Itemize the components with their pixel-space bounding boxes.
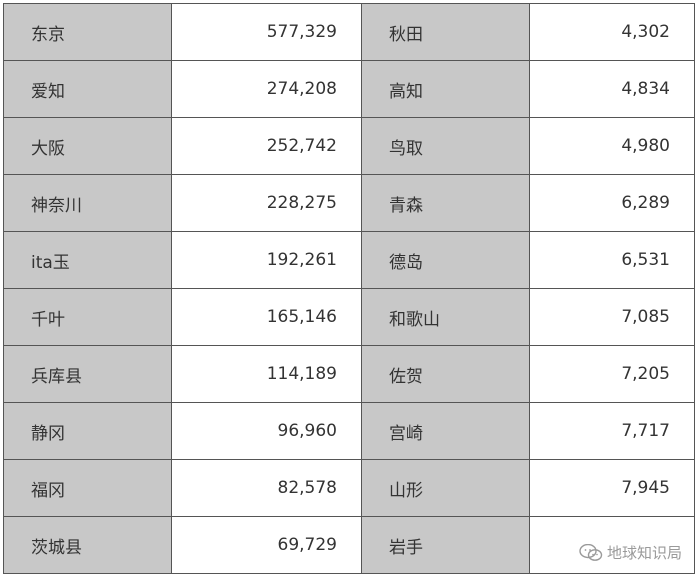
prefecture-name: 茨城县 (3, 516, 172, 574)
prefecture-name: 高知 (361, 60, 530, 118)
table-row: 静冈 96,960 宫崎 7,717 (3, 402, 695, 460)
prefecture-value: 192,261 (171, 231, 362, 289)
prefecture-name: 山形 (361, 459, 530, 517)
prefecture-value: 7,205 (529, 345, 695, 403)
prefecture-value: 228,275 (171, 174, 362, 232)
prefecture-value: 577,329 (171, 3, 362, 61)
prefecture-value: 165,146 (171, 288, 362, 346)
prefecture-name: 佐贺 (361, 345, 530, 403)
prefecture-value: 252,742 (171, 117, 362, 175)
table-row: 茨城县 69,729 岩手 (3, 516, 695, 574)
prefecture-name: 爱知 (3, 60, 172, 118)
data-table-container: 东京 577,329 秋田 4,302 爱知 274,208 高知 4,834 … (3, 3, 695, 574)
prefecture-name: 静冈 (3, 402, 172, 460)
table-row: 千叶 165,146 和歌山 7,085 (3, 288, 695, 346)
prefecture-name: 和歌山 (361, 288, 530, 346)
watermark-text: 地球知识局 (606, 544, 682, 562)
prefecture-name: 德岛 (361, 231, 530, 289)
table-row: 兵库县 114,189 佐贺 7,205 (3, 345, 695, 403)
table-row: 神奈川 228,275 青森 6,289 (3, 174, 695, 232)
table-row: 福冈 82,578 山形 7,945 (3, 459, 695, 517)
prefecture-value: 6,531 (529, 231, 695, 289)
prefecture-name: 千叶 (3, 288, 172, 346)
prefecture-value: 96,960 (171, 402, 362, 460)
prefecture-name: 鸟取 (361, 117, 530, 175)
watermark: 地球知识局 (579, 542, 682, 563)
prefecture-value: 7,945 (529, 459, 695, 517)
prefecture-value: 7,085 (529, 288, 695, 346)
prefecture-table: 东京 577,329 秋田 4,302 爱知 274,208 高知 4,834 … (3, 3, 695, 574)
prefecture-value: 4,302 (529, 3, 695, 61)
prefecture-name: 宫崎 (361, 402, 530, 460)
prefecture-name: ita玉 (3, 231, 172, 289)
prefecture-value: 4,834 (529, 60, 695, 118)
table-row: 爱知 274,208 高知 4,834 (3, 60, 695, 118)
prefecture-value: 69,729 (171, 516, 362, 574)
wechat-logo-icon (579, 543, 603, 561)
prefecture-value: 4,980 (529, 117, 695, 175)
prefecture-name: 东京 (3, 3, 172, 61)
prefecture-name: 福冈 (3, 459, 172, 517)
prefecture-value: 7,717 (529, 402, 695, 460)
table-row: 东京 577,329 秋田 4,302 (3, 3, 695, 61)
prefecture-value: 82,578 (171, 459, 362, 517)
prefecture-name: 秋田 (361, 3, 530, 61)
prefecture-value: 274,208 (171, 60, 362, 118)
table-row: 大阪 252,742 鸟取 4,980 (3, 117, 695, 175)
table-row: ita玉 192,261 德岛 6,531 (3, 231, 695, 289)
prefecture-value: 6,289 (529, 174, 695, 232)
prefecture-value-obscured (529, 516, 695, 574)
prefecture-value: 114,189 (171, 345, 362, 403)
prefecture-name: 兵库县 (3, 345, 172, 403)
prefecture-name: 大阪 (3, 117, 172, 175)
prefecture-name: 青森 (361, 174, 530, 232)
prefecture-name: 神奈川 (3, 174, 172, 232)
prefecture-name: 岩手 (361, 516, 530, 574)
